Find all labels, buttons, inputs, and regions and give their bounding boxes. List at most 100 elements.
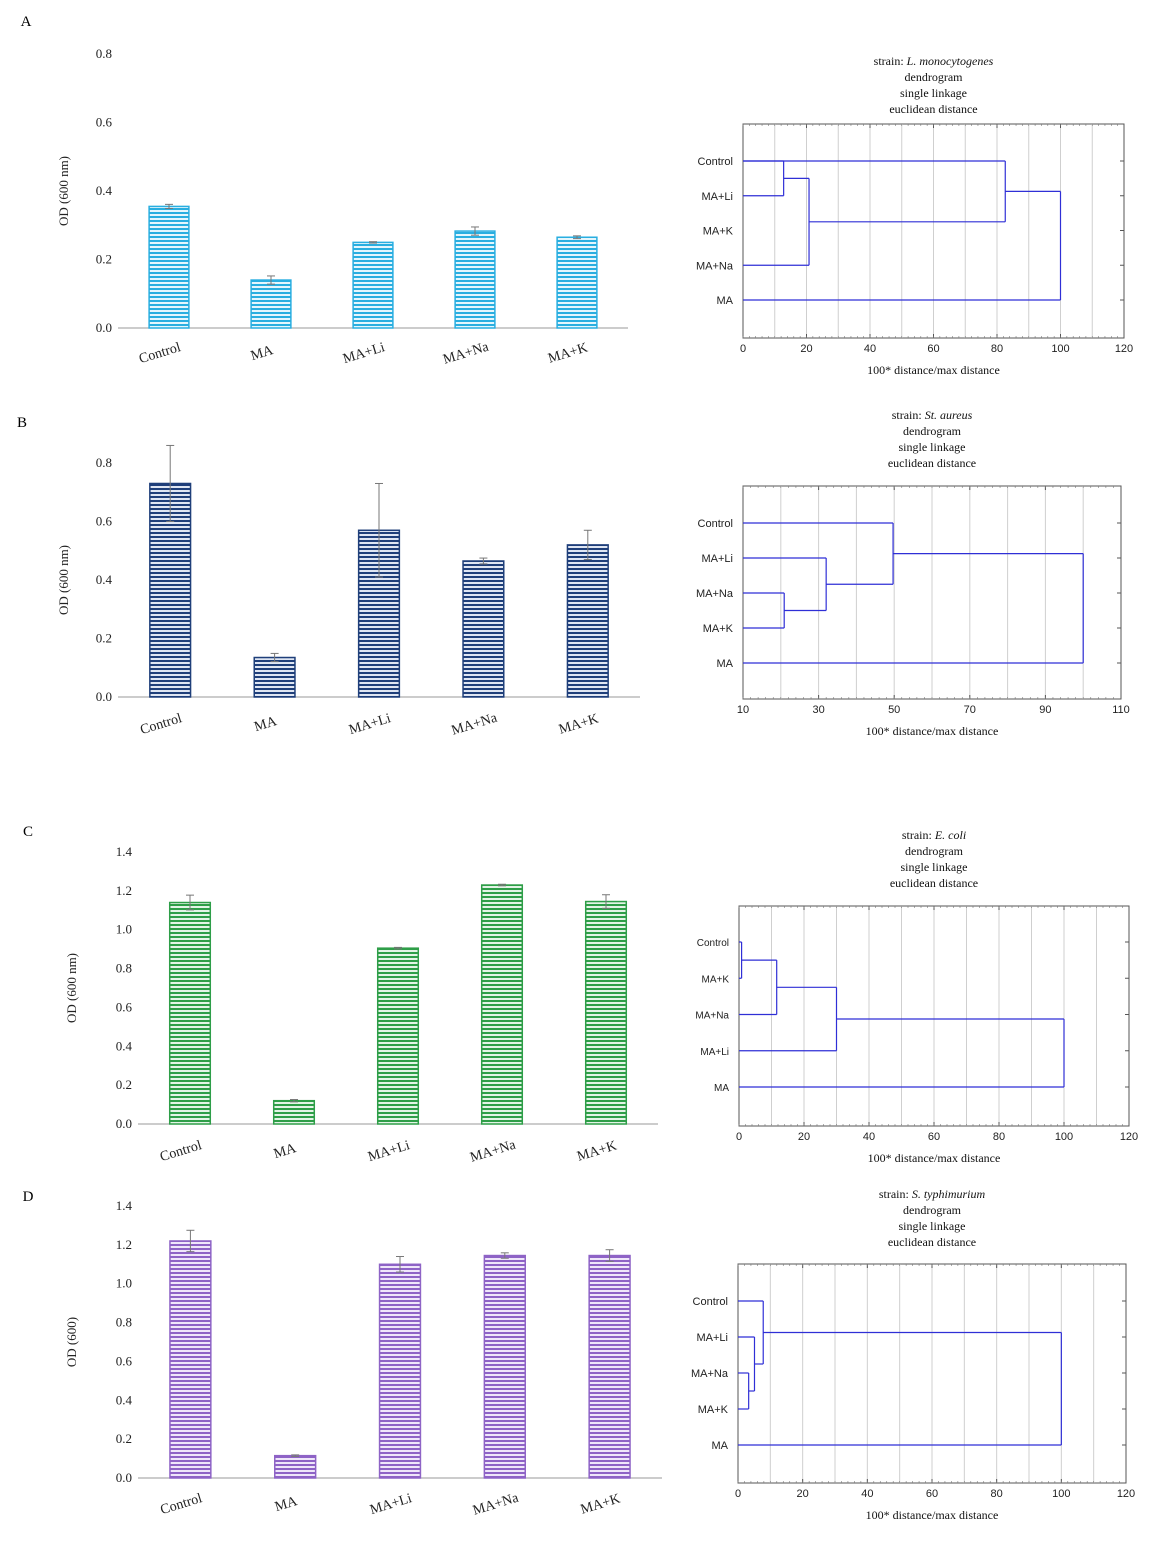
error-bar — [290, 1099, 298, 1103]
error-bar — [270, 652, 279, 663]
leaf-label: MA+Na — [691, 1368, 729, 1380]
error-bar — [394, 946, 402, 950]
y-axis-label: OD (600) — [64, 1317, 79, 1367]
leaf-label: MA+K — [703, 623, 734, 635]
x-tick-label: 100 — [1052, 1488, 1070, 1500]
y-tick-label: 0.8 — [96, 455, 112, 470]
x-tick-label: 50 — [888, 704, 900, 716]
x-tick-label: Control — [139, 711, 184, 738]
x-tick-label: 80 — [991, 1488, 1003, 1500]
error-bar — [471, 226, 479, 236]
bar — [378, 1263, 422, 1479]
bar — [462, 560, 505, 698]
y-tick-label: 0.0 — [116, 1470, 132, 1485]
error-bar — [500, 1252, 509, 1259]
error-bar — [369, 241, 377, 244]
strain-name: S. typhimurium — [912, 1187, 986, 1201]
dendrogram-title: strain: S. typhimurium — [879, 1187, 986, 1201]
x-tick-label: MA — [253, 714, 280, 735]
dendrogram-subtitle: single linkage — [899, 440, 966, 454]
panel-letter-d: D — [23, 1189, 34, 1205]
bar — [253, 656, 296, 698]
leaf-label: MA — [717, 295, 734, 307]
dendrogram-c: strain: E. coli dendrogram single linkage e… — [695, 828, 1138, 1165]
dendrogram-subtitle: dendrogram — [903, 424, 962, 438]
leaf-label: Control — [698, 518, 733, 530]
x-tick-label: MA+Na — [450, 710, 500, 738]
y-tick-label: 0.4 — [96, 183, 113, 198]
y-tick-label: 1.0 — [116, 922, 132, 937]
y-tick-label: 0.6 — [116, 1353, 133, 1368]
x-tick-label: 40 — [863, 1131, 875, 1143]
x-tick-label: 40 — [861, 1488, 873, 1500]
x-tick-label: 100 — [1055, 1131, 1073, 1143]
x-tick-label: 30 — [812, 704, 824, 716]
leaf-label: MA+Li — [700, 1047, 729, 1058]
y-tick-label: 1.4 — [116, 844, 133, 859]
error-bar — [602, 894, 610, 909]
x-tick-label: Control — [137, 340, 182, 367]
bar — [250, 279, 292, 329]
dendrogram-title: strain: E. coli — [902, 828, 966, 842]
error-bar — [479, 557, 488, 565]
dendrogram-subtitle: single linkage — [899, 1219, 966, 1233]
y-tick-label: 0.2 — [96, 252, 112, 267]
y-tick-label: 0.0 — [116, 1116, 132, 1131]
title-prefix: strain: — [892, 408, 925, 422]
dendrogram-subtitle: dendrogram — [905, 844, 964, 858]
error-bar — [498, 883, 506, 887]
x-tick-label: 80 — [993, 1131, 1005, 1143]
x-tick-label: 20 — [798, 1131, 810, 1143]
x-tick-label: MA+K — [546, 341, 589, 367]
strain-name: L. monocytogenes — [906, 54, 994, 68]
panel-letter-b: B — [17, 415, 27, 431]
bar — [566, 544, 609, 698]
leaf-label: MA+K — [701, 974, 729, 985]
bar — [480, 884, 524, 1125]
error-bar — [583, 529, 592, 561]
bar — [376, 947, 420, 1125]
leaf-label: MA — [717, 658, 734, 670]
bar — [148, 205, 190, 329]
error-bar — [396, 1256, 404, 1273]
bar — [588, 1254, 631, 1479]
bar-chart-b: 0.0 0.2 0.4 0.6 0.8 OD (600 nm) Control MA MA+Li… — [56, 444, 640, 739]
dendrogram-subtitle: euclidean distance — [888, 456, 976, 470]
leaf-label: MA+K — [703, 226, 734, 238]
x-axis-label: 100* distance/max distance — [868, 1151, 1001, 1165]
x-tick-label: MA+K — [575, 1139, 618, 1165]
leaf-label: Control — [697, 938, 729, 949]
y-axis-label: OD (600 nm) — [56, 156, 71, 226]
error-bar — [605, 1249, 614, 1262]
dendrogram-subtitle: euclidean distance — [888, 1235, 976, 1249]
bar — [556, 236, 598, 329]
dendrogram-subtitle: euclidean distance — [890, 876, 978, 890]
dendrogram-subtitle: dendrogram — [903, 1203, 962, 1217]
bar — [483, 1254, 526, 1479]
x-tick-label: MA+Li — [366, 1138, 412, 1165]
bar-chart-d: 0.0 0.2 0.4 0.6 0.8 1.0 1.2 1.4 OD (600) Control M… — [64, 1198, 662, 1519]
error-bar — [186, 894, 194, 911]
x-tick-label: Control — [158, 1138, 203, 1165]
y-tick-label: 0.2 — [116, 1077, 132, 1092]
x-tick-label: 0 — [736, 1131, 742, 1143]
x-tick-label: 0 — [740, 343, 746, 355]
title-prefix: strain: — [874, 54, 907, 68]
x-tick-label: MA+Li — [341, 340, 387, 367]
dendrogram-title: strain: St. aureus — [892, 408, 973, 422]
y-tick-label: 0.4 — [116, 1038, 133, 1053]
dendrogram-b: strain: St. aureus dendrogram single linka… — [696, 408, 1130, 738]
leaf-label: MA+Li — [702, 191, 734, 203]
x-tick-label: 60 — [926, 1488, 938, 1500]
y-tick-label: 0.6 — [116, 999, 133, 1014]
y-tick-label: 1.2 — [116, 1237, 132, 1252]
x-tick-label: 0 — [735, 1488, 741, 1500]
error-bar — [375, 482, 383, 578]
bar-chart-a: 0.0 0.2 0.4 0.6 0.8 OD (600 nm) Control MA MA+Li… — [56, 46, 628, 368]
y-tick-label: 0.8 — [96, 46, 112, 61]
x-tick-label: MA+Li — [347, 711, 393, 738]
y-tick-label: 0.0 — [96, 689, 112, 704]
x-tick-label: 80 — [991, 343, 1003, 355]
y-tick-label: 0.6 — [96, 514, 113, 529]
x-tick-label: 10 — [737, 704, 749, 716]
